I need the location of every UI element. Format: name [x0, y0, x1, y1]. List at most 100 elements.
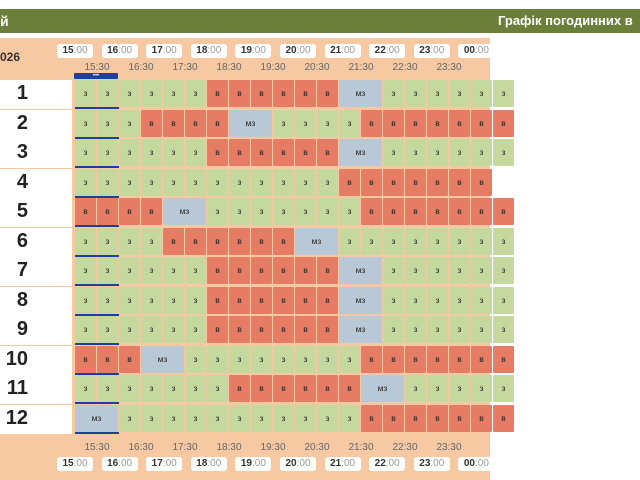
schedule-cell[interactable]: мз: [339, 139, 382, 166]
schedule-cell[interactable]: в: [449, 109, 470, 137]
schedule-cell[interactable]: з: [449, 286, 470, 314]
schedule-cell[interactable]: з: [185, 316, 206, 343]
schedule-cell[interactable]: з: [251, 198, 272, 225]
schedule-cell[interactable]: в: [207, 316, 228, 343]
schedule-cell[interactable]: в: [119, 198, 140, 225]
schedule-cell[interactable]: в: [207, 139, 228, 166]
schedule-cell[interactable]: з: [383, 286, 404, 314]
schedule-cell[interactable]: з: [317, 168, 338, 196]
schedule-cell[interactable]: в: [295, 375, 316, 402]
schedule-cell[interactable]: з: [295, 109, 316, 137]
schedule-cell[interactable]: з: [97, 227, 118, 255]
schedule-cell[interactable]: з: [119, 404, 140, 432]
schedule-cell[interactable]: в: [493, 109, 514, 137]
schedule-cell[interactable]: з: [141, 168, 162, 196]
schedule-cell[interactable]: в: [405, 168, 426, 196]
schedule-cell[interactable]: в: [119, 345, 140, 373]
schedule-cell[interactable]: з: [229, 168, 250, 196]
schedule-cell[interactable]: з: [119, 316, 140, 343]
schedule-cell[interactable]: з: [163, 316, 184, 343]
schedule-cell[interactable]: з: [97, 286, 118, 314]
schedule-cell[interactable]: з: [75, 257, 96, 284]
schedule-cell[interactable]: в: [229, 80, 250, 107]
schedule-cell[interactable]: з: [493, 139, 514, 166]
schedule-cell[interactable]: з: [119, 139, 140, 166]
schedule-cell[interactable]: з: [141, 257, 162, 284]
schedule-cell[interactable]: в: [317, 257, 338, 284]
schedule-cell[interactable]: в: [207, 227, 228, 255]
schedule-cell[interactable]: з: [141, 80, 162, 107]
schedule-cell[interactable]: з: [471, 375, 492, 402]
schedule-cell[interactable]: з: [185, 375, 206, 402]
schedule-cell[interactable]: з: [339, 227, 360, 255]
schedule-cell[interactable]: з: [185, 257, 206, 284]
schedule-cell[interactable]: мз: [229, 109, 272, 137]
schedule-cell[interactable]: з: [471, 316, 492, 343]
schedule-cell[interactable]: в: [471, 109, 492, 137]
schedule-cell[interactable]: з: [97, 316, 118, 343]
schedule-cell[interactable]: з: [229, 198, 250, 225]
schedule-cell[interactable]: мз: [339, 286, 382, 314]
schedule-cell[interactable]: в: [339, 168, 360, 196]
schedule-cell[interactable]: з: [119, 109, 140, 137]
schedule-cell[interactable]: з: [471, 139, 492, 166]
schedule-cell[interactable]: з: [449, 316, 470, 343]
schedule-cell[interactable]: з: [405, 139, 426, 166]
schedule-cell[interactable]: з: [273, 345, 294, 373]
schedule-cell[interactable]: в: [317, 80, 338, 107]
schedule-cell[interactable]: з: [449, 80, 470, 107]
schedule-cell[interactable]: в: [229, 227, 250, 255]
schedule-cell[interactable]: в: [295, 257, 316, 284]
schedule-cell[interactable]: з: [119, 375, 140, 402]
schedule-cell[interactable]: в: [229, 316, 250, 343]
schedule-cell[interactable]: з: [119, 227, 140, 255]
schedule-cell[interactable]: в: [317, 316, 338, 343]
schedule-cell[interactable]: з: [119, 168, 140, 196]
schedule-cell[interactable]: з: [383, 227, 404, 255]
schedule-cell[interactable]: з: [185, 286, 206, 314]
schedule-cell[interactable]: в: [251, 227, 272, 255]
schedule-cell[interactable]: в: [427, 198, 448, 225]
schedule-cell[interactable]: з: [493, 316, 514, 343]
schedule-cell[interactable]: в: [361, 198, 382, 225]
schedule-cell[interactable]: в: [317, 375, 338, 402]
schedule-cell[interactable]: в: [75, 198, 96, 225]
schedule-cell[interactable]: з: [339, 198, 360, 225]
schedule-cell[interactable]: в: [141, 198, 162, 225]
schedule-cell[interactable]: з: [493, 286, 514, 314]
schedule-cell[interactable]: з: [471, 257, 492, 284]
schedule-cell[interactable]: з: [317, 109, 338, 137]
schedule-cell[interactable]: в: [471, 345, 492, 373]
schedule-cell[interactable]: з: [141, 404, 162, 432]
schedule-cell[interactable]: з: [493, 227, 514, 255]
schedule-cell[interactable]: з: [405, 257, 426, 284]
schedule-cell[interactable]: мз: [75, 404, 118, 432]
schedule-cell[interactable]: з: [185, 345, 206, 373]
schedule-cell[interactable]: з: [75, 227, 96, 255]
schedule-cell[interactable]: з: [163, 139, 184, 166]
schedule-cell[interactable]: з: [141, 139, 162, 166]
schedule-cell[interactable]: в: [361, 168, 382, 196]
schedule-cell[interactable]: в: [383, 345, 404, 373]
schedule-cell[interactable]: з: [449, 375, 470, 402]
schedule-cell[interactable]: з: [339, 404, 360, 432]
schedule-cell[interactable]: в: [273, 257, 294, 284]
schedule-cell[interactable]: з: [119, 80, 140, 107]
schedule-cell[interactable]: з: [163, 286, 184, 314]
schedule-cell[interactable]: з: [185, 168, 206, 196]
schedule-cell[interactable]: в: [273, 139, 294, 166]
schedule-cell[interactable]: в: [493, 345, 514, 373]
schedule-cell[interactable]: в: [317, 286, 338, 314]
schedule-cell[interactable]: з: [119, 257, 140, 284]
schedule-cell[interactable]: з: [207, 404, 228, 432]
schedule-cell[interactable]: з: [295, 345, 316, 373]
schedule-cell[interactable]: в: [273, 227, 294, 255]
schedule-cell[interactable]: в: [449, 345, 470, 373]
schedule-cell[interactable]: в: [163, 109, 184, 137]
schedule-cell[interactable]: мз: [361, 375, 404, 402]
schedule-cell[interactable]: з: [97, 139, 118, 166]
schedule-cell[interactable]: в: [383, 404, 404, 432]
schedule-cell[interactable]: в: [361, 404, 382, 432]
schedule-cell[interactable]: з: [207, 375, 228, 402]
schedule-cell[interactable]: з: [405, 286, 426, 314]
